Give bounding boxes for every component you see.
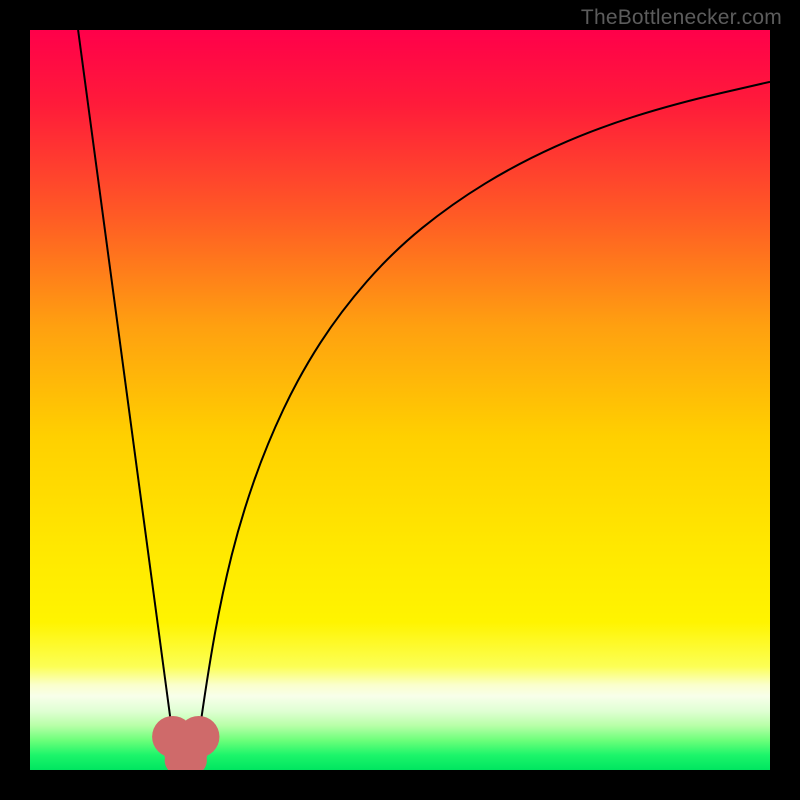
figure-root: TheBottlenecker.com	[0, 0, 800, 800]
plot-area	[30, 30, 770, 770]
watermark-text: TheBottlenecker.com	[581, 6, 782, 30]
marker-layer	[30, 30, 770, 770]
